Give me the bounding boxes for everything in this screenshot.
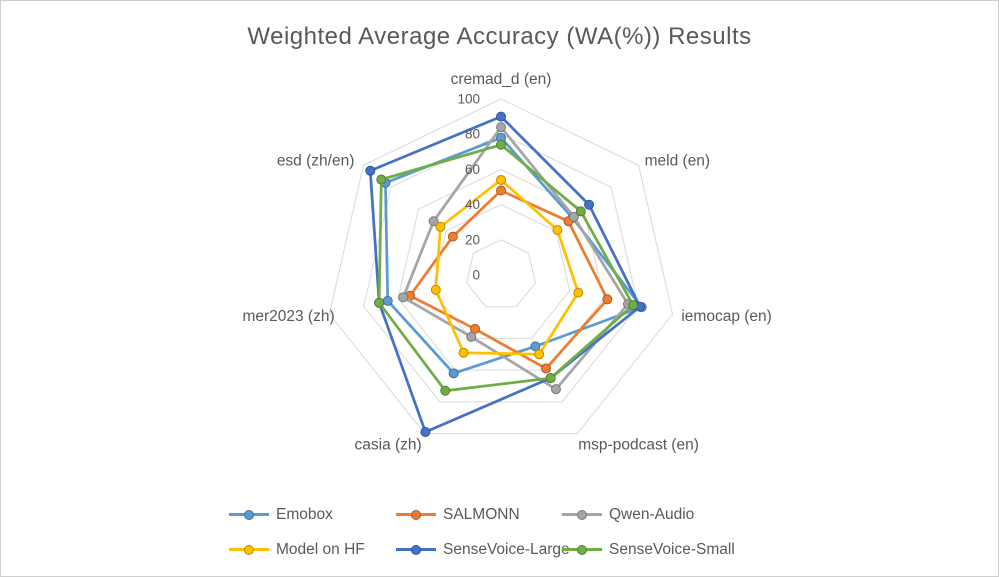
category-label-4: casia (zh) <box>355 437 422 454</box>
raxis-tick-label: 20 <box>465 232 480 247</box>
raxis-tick-label: 80 <box>465 127 480 142</box>
data-point <box>496 185 506 196</box>
data-point <box>496 122 506 133</box>
grid-ring-20 <box>466 239 536 308</box>
data-point <box>458 347 469 358</box>
data-point <box>534 349 545 360</box>
series-line-3 <box>434 178 580 356</box>
data-point <box>466 331 477 342</box>
data-point <box>496 139 506 150</box>
legend-item-emobox: Emobox <box>229 506 396 524</box>
data-point <box>376 174 387 185</box>
data-point <box>447 231 458 242</box>
legend-label: Model on HF <box>276 540 365 558</box>
data-point <box>448 368 459 379</box>
legend-label: Qwen-Audio <box>609 505 695 523</box>
legend-item-qwen-audio: Qwen-Audio <box>562 506 792 524</box>
data-point <box>573 287 584 298</box>
data-point <box>602 294 613 305</box>
series-line-5 <box>377 143 635 393</box>
data-point <box>365 165 376 176</box>
data-point <box>496 111 506 122</box>
chart-title: Weighted Average Accuracy (WA(%)) Result… <box>247 23 752 50</box>
data-point <box>435 221 446 232</box>
raxis-tick-label: 40 <box>465 197 480 212</box>
legend-marker-icon <box>396 509 436 520</box>
grid-ring-40 <box>431 204 571 339</box>
legend-marker-icon <box>562 544 602 555</box>
data-point <box>428 216 439 227</box>
data-point <box>550 384 561 395</box>
legend-label: Emobox <box>276 505 333 523</box>
data-point <box>552 225 563 236</box>
category-label-3: msp-podcast (en) <box>578 437 699 454</box>
legend-marker-icon <box>229 509 269 520</box>
category-label-5: mer2023 (zh) <box>242 308 334 325</box>
data-point <box>374 297 385 308</box>
data-point <box>430 284 441 295</box>
legend-item-sensevoice-small: SenseVoice-Small <box>562 541 792 559</box>
category-label-0: cremad_d (en) <box>451 71 552 88</box>
data-point <box>420 426 431 437</box>
series-line-1 <box>408 189 609 370</box>
data-point <box>530 341 541 352</box>
data-point <box>440 385 451 396</box>
legend-marker-icon <box>396 544 436 555</box>
raxis-tick-label: 100 <box>457 92 480 107</box>
legend-item-model-on-hf: Model on HF <box>229 541 396 559</box>
category-label-2: iemocap (en) <box>681 308 771 325</box>
series-line-2 <box>401 125 630 391</box>
data-point <box>382 295 393 306</box>
data-point <box>541 363 552 374</box>
category-label-1: meld (en) <box>645 153 710 170</box>
legend-marker-icon <box>562 509 602 520</box>
data-point <box>470 323 481 334</box>
data-point <box>545 373 556 384</box>
legend-label: SenseVoice-Small <box>609 540 735 558</box>
category-label-6: esd (zh/en) <box>277 153 355 170</box>
legend: Emobox SALMONN Qwen-Audio Model on HF Se… <box>229 497 792 567</box>
legend-marker-icon <box>229 544 269 555</box>
data-point <box>584 199 595 210</box>
raxis-tick-label: 60 <box>465 162 480 177</box>
legend-label: SALMONN <box>443 505 520 523</box>
data-point <box>568 211 579 222</box>
legend-item-salmonn: SALMONN <box>396 506 562 524</box>
legend-label: SenseVoice-Large <box>443 540 570 558</box>
series-line-4 <box>368 115 642 434</box>
data-point <box>398 292 409 303</box>
data-point <box>496 174 506 185</box>
raxis-tick-label: 0 <box>472 268 480 283</box>
legend-item-sensevoice-large: SenseVoice-Large <box>396 541 570 559</box>
data-point <box>628 300 639 311</box>
data-point <box>575 206 586 217</box>
grid-ring-100 <box>328 98 674 435</box>
